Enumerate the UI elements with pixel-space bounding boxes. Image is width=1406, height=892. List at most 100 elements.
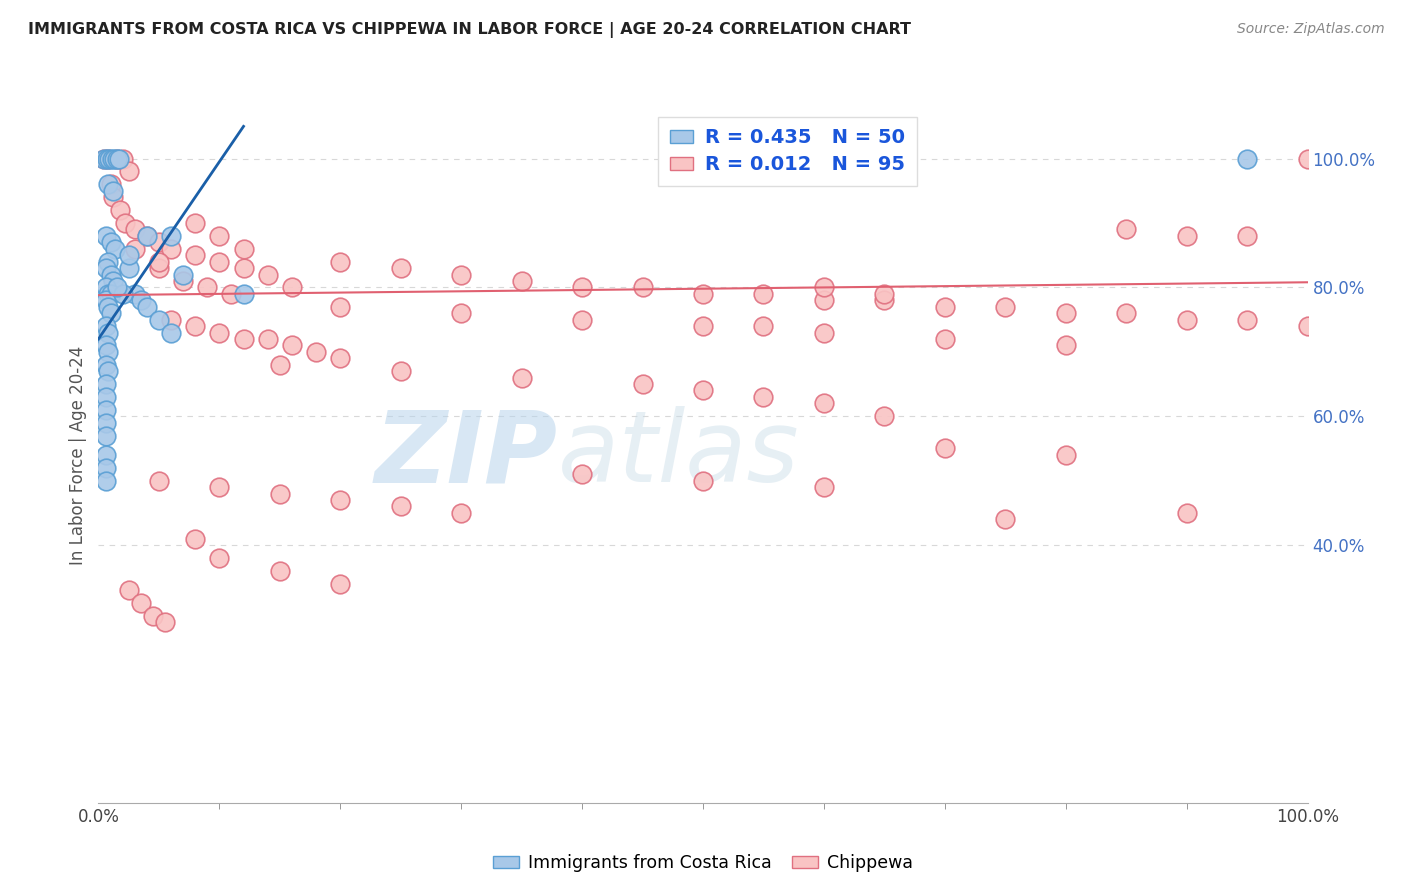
Point: [873, 409, 896, 424]
Point: [97, 286, 120, 301]
Point: [1115, 222, 1137, 236]
Point: [94, 319, 117, 334]
Point: [994, 300, 1017, 314]
Point: [124, 242, 146, 256]
Point: [631, 280, 654, 294]
Point: [105, 152, 128, 166]
Point: [135, 228, 157, 243]
Point: [1054, 448, 1077, 462]
Point: [269, 358, 291, 372]
Point: [232, 242, 254, 256]
Point: [97, 364, 120, 378]
Point: [571, 280, 593, 294]
Point: [118, 164, 141, 178]
Point: [108, 152, 131, 166]
Point: [813, 480, 835, 494]
Point: [172, 274, 194, 288]
Point: [160, 228, 183, 243]
Point: [94, 390, 117, 404]
Point: [101, 184, 124, 198]
Point: [1175, 506, 1198, 520]
Point: [142, 609, 165, 624]
Point: [111, 286, 134, 301]
Point: [97, 300, 120, 314]
Point: [232, 261, 254, 276]
Point: [135, 228, 157, 243]
Point: [1175, 312, 1198, 326]
Point: [692, 384, 714, 398]
Point: [1296, 319, 1319, 334]
Point: [232, 332, 254, 346]
Point: [450, 506, 472, 520]
Point: [160, 326, 183, 340]
Point: [94, 428, 117, 442]
Point: [329, 351, 352, 366]
Point: [208, 551, 231, 566]
Point: [101, 274, 124, 288]
Point: [281, 338, 304, 352]
Point: [148, 261, 170, 276]
Point: [692, 286, 714, 301]
Point: [94, 358, 117, 372]
Point: [450, 268, 472, 282]
Point: [389, 500, 412, 514]
Point: [813, 396, 835, 410]
Point: [1054, 306, 1077, 320]
Point: [100, 286, 122, 301]
Point: [97, 254, 120, 268]
Text: ZIP: ZIP: [375, 407, 558, 503]
Point: [813, 293, 835, 308]
Y-axis label: In Labor Force | Age 20-24: In Labor Force | Age 20-24: [69, 345, 87, 565]
Point: [1296, 152, 1319, 166]
Text: Source: ZipAtlas.com: Source: ZipAtlas.com: [1237, 22, 1385, 37]
Point: [510, 370, 533, 384]
Point: [208, 254, 231, 268]
Point: [281, 280, 304, 294]
Point: [103, 152, 125, 166]
Point: [148, 312, 170, 326]
Point: [208, 326, 231, 340]
Point: [752, 390, 775, 404]
Point: [135, 300, 157, 314]
Point: [752, 286, 775, 301]
Point: [160, 312, 183, 326]
Legend: Immigrants from Costa Rica, Chippewa: Immigrants from Costa Rica, Chippewa: [486, 847, 920, 879]
Point: [934, 442, 956, 456]
Point: [96, 152, 118, 166]
Point: [94, 474, 117, 488]
Point: [994, 512, 1017, 526]
Point: [129, 596, 152, 610]
Point: [329, 254, 352, 268]
Point: [94, 280, 117, 294]
Point: [97, 152, 120, 166]
Point: [389, 364, 412, 378]
Point: [232, 286, 254, 301]
Point: [329, 493, 352, 508]
Point: [94, 261, 117, 276]
Point: [124, 222, 146, 236]
Point: [97, 344, 120, 359]
Point: [94, 338, 117, 352]
Point: [1236, 228, 1258, 243]
Point: [305, 344, 328, 359]
Point: [97, 326, 120, 340]
Point: [256, 268, 278, 282]
Point: [118, 583, 141, 598]
Point: [208, 228, 231, 243]
Point: [813, 326, 835, 340]
Legend: R = 0.435   N = 50, R = 0.012   N = 95: R = 0.435 N = 50, R = 0.012 N = 95: [658, 117, 917, 186]
Point: [98, 152, 121, 166]
Point: [114, 216, 136, 230]
Point: [160, 242, 183, 256]
Point: [256, 332, 278, 346]
Point: [813, 280, 835, 294]
Point: [1115, 306, 1137, 320]
Point: [148, 254, 170, 268]
Point: [94, 377, 117, 392]
Point: [208, 480, 231, 494]
Point: [105, 280, 128, 294]
Point: [329, 576, 352, 591]
Point: [153, 615, 176, 630]
Point: [510, 274, 533, 288]
Point: [934, 300, 956, 314]
